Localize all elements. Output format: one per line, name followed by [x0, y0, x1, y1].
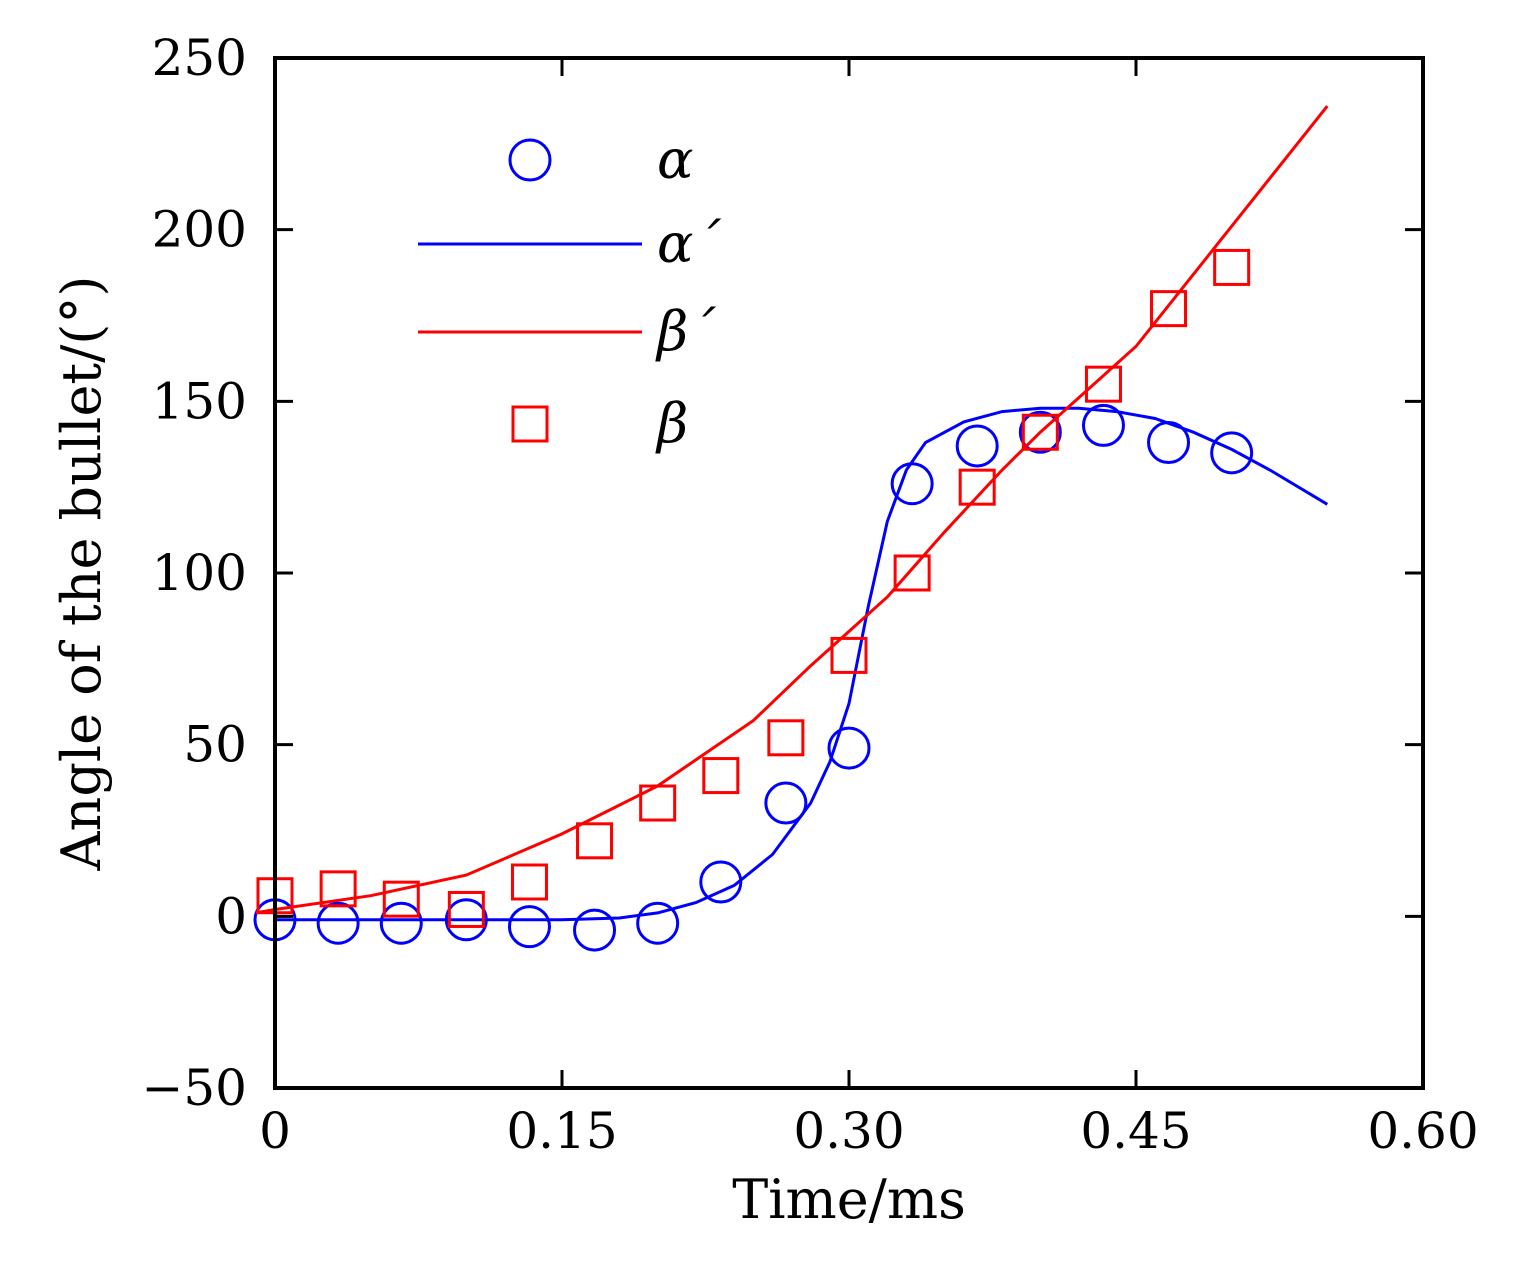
plot-frame — [273, 56, 1425, 1090]
y-tick-label: 250 — [152, 29, 247, 87]
data-point — [893, 554, 931, 592]
legend-label: β´ — [655, 300, 716, 363]
series-line — [255, 105, 1329, 915]
x-tick-label: 0.60 — [1367, 1102, 1478, 1160]
data-point — [573, 908, 617, 952]
y-tick-label: −50 — [141, 1059, 247, 1117]
legend-label: β — [655, 392, 688, 455]
legend-label: α´ — [657, 212, 721, 275]
data-point — [955, 424, 999, 468]
plot-content — [253, 105, 1329, 952]
data-point — [636, 901, 680, 945]
x-tick-label: 0.45 — [1080, 1102, 1191, 1160]
y-tick-label: 200 — [152, 201, 247, 259]
legend-label: α — [657, 128, 693, 191]
y-tick-label: 0 — [215, 887, 247, 945]
data-point — [576, 822, 614, 860]
data-point — [316, 901, 360, 945]
x-axis-title: Time/ms — [732, 1168, 966, 1231]
data-point — [319, 870, 357, 908]
data-point — [827, 726, 871, 770]
data-point — [767, 719, 805, 757]
data-point — [1210, 431, 1254, 475]
data-point — [830, 636, 868, 674]
series-1 — [275, 406, 1329, 922]
data-point — [447, 890, 485, 928]
data-point — [1021, 413, 1059, 451]
data-point — [764, 781, 808, 825]
y-axis-title: Angle of the bullet/(°) — [50, 276, 113, 872]
x-tick-label: 0 — [259, 1102, 291, 1160]
x-tick-label: 0.15 — [506, 1102, 617, 1160]
data-point — [699, 860, 743, 904]
data-point — [1150, 290, 1188, 328]
data-point — [1213, 248, 1251, 286]
axis-ticks — [273, 56, 1425, 1090]
data-point — [1018, 410, 1062, 454]
y-tick-label: 100 — [152, 544, 247, 602]
data-point — [958, 468, 996, 506]
data-point — [382, 880, 420, 918]
data-point — [639, 784, 677, 822]
series-0 — [253, 403, 1254, 952]
data-point — [702, 757, 740, 795]
data-point — [1081, 403, 1125, 447]
legend-marker — [508, 138, 552, 182]
data-point — [890, 462, 934, 506]
series-3 — [256, 248, 1251, 928]
data-point — [510, 863, 548, 901]
data-point — [507, 905, 551, 949]
y-tick-label: 150 — [152, 372, 247, 430]
legend-marker — [511, 405, 549, 443]
series-line — [275, 406, 1329, 922]
y-tick-label: 50 — [183, 716, 247, 774]
data-point — [379, 901, 423, 945]
x-tick-label: 0.30 — [793, 1102, 904, 1160]
legend: α α´ β´ β — [418, 128, 721, 455]
series-2 — [255, 105, 1329, 915]
data-point — [1084, 365, 1122, 403]
